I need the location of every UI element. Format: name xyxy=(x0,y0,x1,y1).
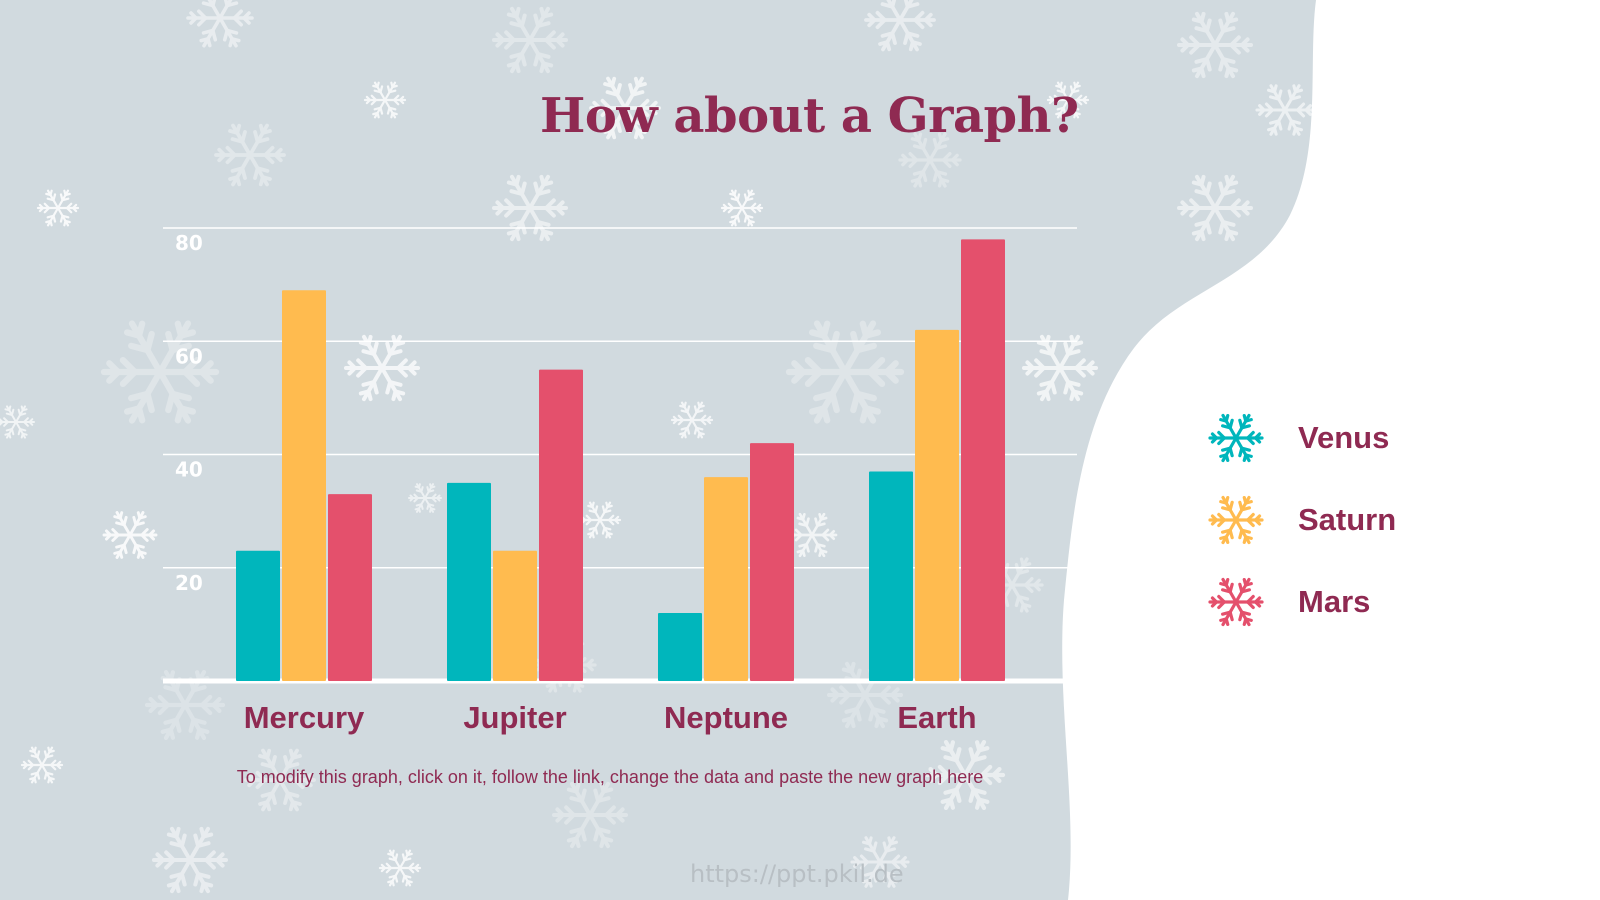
x-category-label: Earth xyxy=(897,700,976,735)
bar-venus-mercury xyxy=(236,550,280,681)
watermark: https://ppt.pkil.de xyxy=(690,860,904,888)
page-title: How about a Graph? xyxy=(540,88,1079,144)
snowflake-icon xyxy=(1208,577,1264,627)
legend-label: Mars xyxy=(1298,584,1371,619)
bar-venus-jupiter xyxy=(447,482,491,681)
bar-saturn-mercury xyxy=(282,290,326,681)
y-tick-label: 60 xyxy=(175,344,203,368)
x-category-label: Mercury xyxy=(244,700,365,735)
y-tick-label: 20 xyxy=(175,571,203,595)
bar-mars-mercury xyxy=(328,494,372,681)
bar-mars-jupiter xyxy=(539,369,583,681)
legend-item-saturn: Saturn xyxy=(1208,490,1568,554)
bar-venus-earth xyxy=(869,471,913,681)
snowflake-icon xyxy=(1208,495,1264,545)
chart-note: To modify this graph, click on it, follo… xyxy=(236,767,984,787)
snowflake-decorations xyxy=(0,0,1313,891)
bar-saturn-neptune xyxy=(704,477,748,681)
x-category-label: Neptune xyxy=(664,700,788,735)
bar-saturn-earth xyxy=(915,329,959,681)
bar-venus-neptune xyxy=(658,613,702,681)
bar-mars-earth xyxy=(961,239,1005,681)
legend-label: Venus xyxy=(1298,420,1390,455)
bar-mars-neptune xyxy=(750,443,794,681)
legend-label: Saturn xyxy=(1298,502,1397,537)
legend-item-venus: Venus xyxy=(1208,408,1568,472)
y-tick-label: 80 xyxy=(175,231,203,255)
y-tick-label: 40 xyxy=(175,458,203,482)
legend-item-mars: Mars xyxy=(1208,572,1568,636)
bar-saturn-jupiter xyxy=(493,550,537,681)
snowflake-icon xyxy=(1208,413,1264,463)
x-category-label: Jupiter xyxy=(463,700,566,735)
